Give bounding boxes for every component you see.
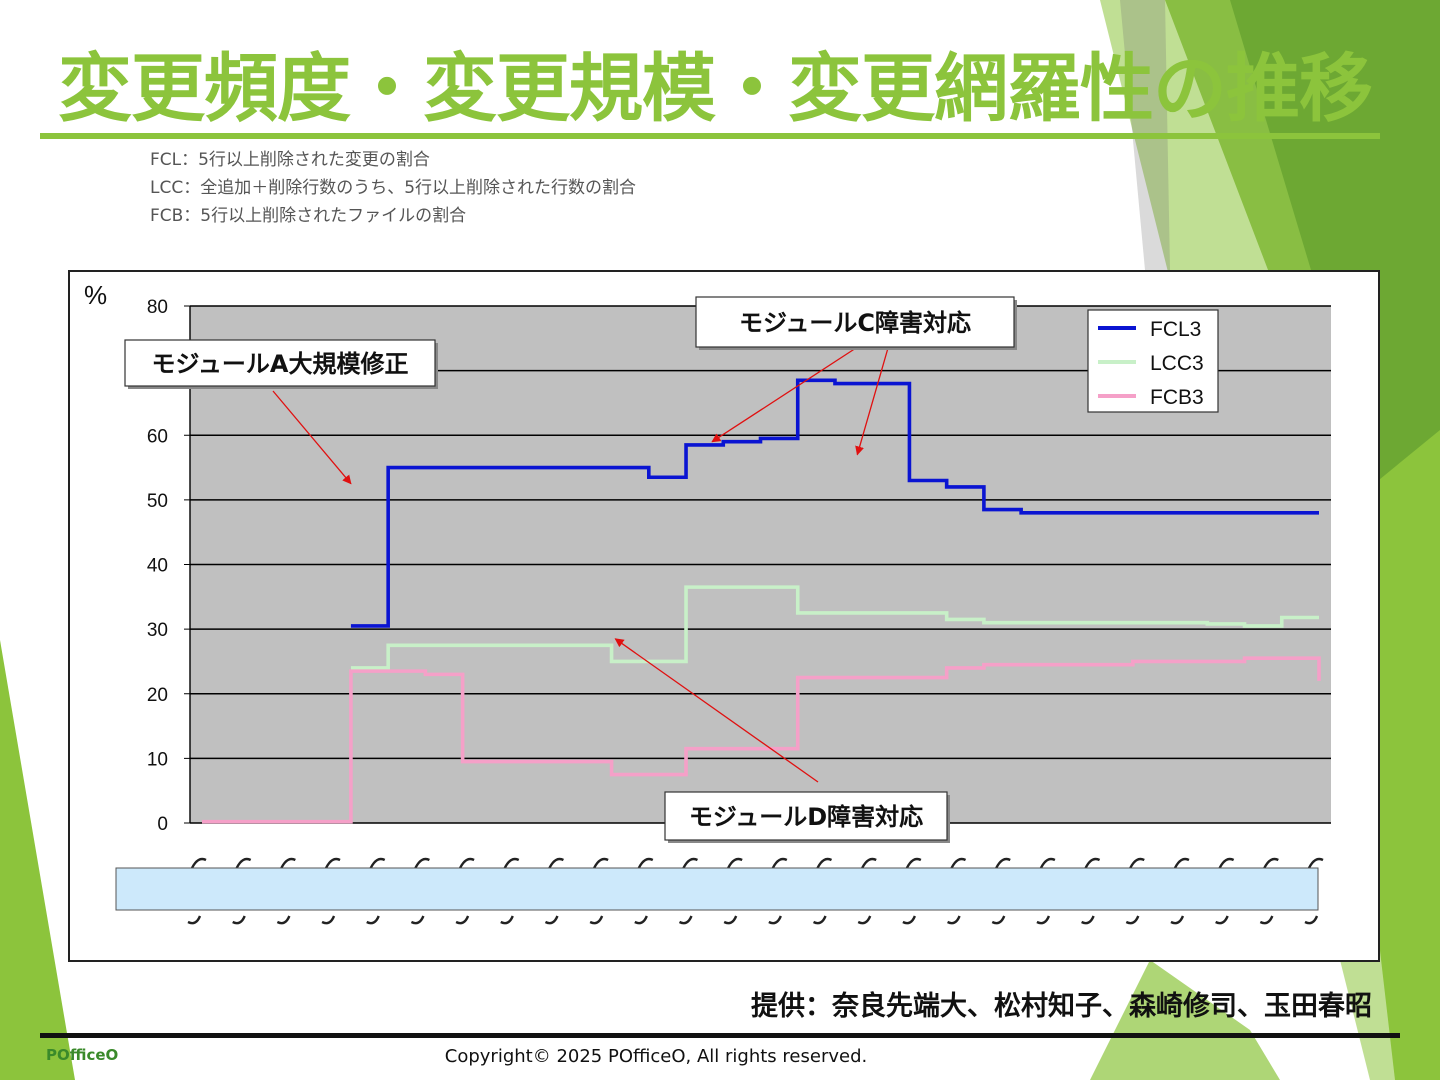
x-tick-glyph xyxy=(902,857,922,925)
y-axis-label: % xyxy=(84,280,107,310)
x-tick-glyph xyxy=(1125,857,1145,925)
x-tick-glyph xyxy=(991,857,1011,925)
y-tick-label: 50 xyxy=(147,491,168,512)
x-tick-glyph xyxy=(1036,857,1056,925)
x-tick-glyph xyxy=(455,857,475,925)
credit-line: 提供：奈良先端大、松村知子、森崎修司、玉田春昭 xyxy=(751,991,1372,1022)
annotation-box xyxy=(664,791,948,841)
x-tick-glyph xyxy=(1215,857,1235,925)
x-tick-glyph xyxy=(678,857,699,925)
copyright-notice: Copyright© 2025 POfficeO, All rights res… xyxy=(444,1046,868,1067)
x-tick-glyph xyxy=(1259,857,1279,925)
annotation-box xyxy=(124,339,436,387)
y-tick-label: 60 xyxy=(147,426,168,447)
annotation-label: モジュールC障害対応 xyxy=(739,309,971,337)
x-tick-glyph xyxy=(276,857,296,925)
annotation-arrow xyxy=(855,347,889,456)
legend-label: LCC3 xyxy=(1150,352,1204,375)
legend-label: FCB3 xyxy=(1150,386,1204,409)
definitions-block: FCL：5行以上削除された変更の割合 LCC：全追加＋削除行数のうち、5行以上削… xyxy=(150,146,636,230)
x-tick-glyph xyxy=(947,857,967,925)
x-tick-glyph xyxy=(589,857,609,925)
x-tick-glyph xyxy=(1081,857,1101,925)
x-tick-glyph xyxy=(544,857,564,925)
annotation-label: モジュールA大規模修正 xyxy=(152,350,409,378)
definition-fcb: FCB：5行以上削除されたファイルの割合 xyxy=(150,206,467,226)
y-tick-label: 30 xyxy=(147,620,168,641)
x-tick-glyph xyxy=(1304,857,1324,925)
x-tick-glyph xyxy=(232,857,252,925)
definition-lcc: LCC：全追加＋削除行数のうち、5行以上削除された行数の割合 xyxy=(150,178,637,198)
series-line-lcc3 xyxy=(350,585,1319,670)
brand-mark: POfficeO xyxy=(46,1046,119,1064)
x-axis-label-band xyxy=(115,867,1319,911)
x-tick-glyph xyxy=(187,857,207,925)
series-line-fcb3 xyxy=(202,656,1321,824)
x-tick-glyph xyxy=(857,857,877,925)
x-tick-glyph xyxy=(500,857,520,925)
x-tick-glyph xyxy=(1170,857,1190,925)
x-tick-glyph xyxy=(366,857,386,925)
series-line-fcl3 xyxy=(350,378,1319,628)
annotation-label: モジュールD障害対応 xyxy=(689,803,923,831)
annotation-callout: モジュールD障害対応 xyxy=(614,638,950,843)
annotation-callout: モジュールC障害対応 xyxy=(695,296,1017,456)
annotation-callout: モジュールA大規模修正 xyxy=(124,339,438,485)
title-underline xyxy=(40,133,1380,139)
annotation-arrow xyxy=(711,347,857,443)
y-tick-label: 0 xyxy=(157,814,168,835)
slide-title: 変更頻度・変更規模・変更網羅性の推移 xyxy=(58,46,1373,132)
definition-fcl: FCL：5行以上削除された変更の割合 xyxy=(150,150,430,170)
annotation-arrow xyxy=(272,390,352,485)
x-tick-glyph xyxy=(634,857,654,925)
annotation-arrow xyxy=(614,638,819,783)
x-tick-glyph xyxy=(723,857,743,925)
y-tick-label: 10 xyxy=(147,749,168,770)
footer-rule xyxy=(40,1033,1400,1038)
y-tick-label: 80 xyxy=(147,297,168,318)
y-tick-label: 20 xyxy=(147,685,168,706)
step-line-chart: 0 10 20 30 40 50 60 80% モジュールA大規模修正 モジュールC障害対応モジ… xyxy=(68,270,1380,962)
annotation-box xyxy=(695,296,1015,348)
y-tick-label: 40 xyxy=(147,556,168,577)
x-tick-glyph xyxy=(321,857,341,925)
x-tick-glyph xyxy=(410,857,430,925)
x-tick-glyph xyxy=(768,857,788,925)
x-tick-glyph xyxy=(812,857,833,925)
legend-label: FCL3 xyxy=(1150,318,1201,341)
